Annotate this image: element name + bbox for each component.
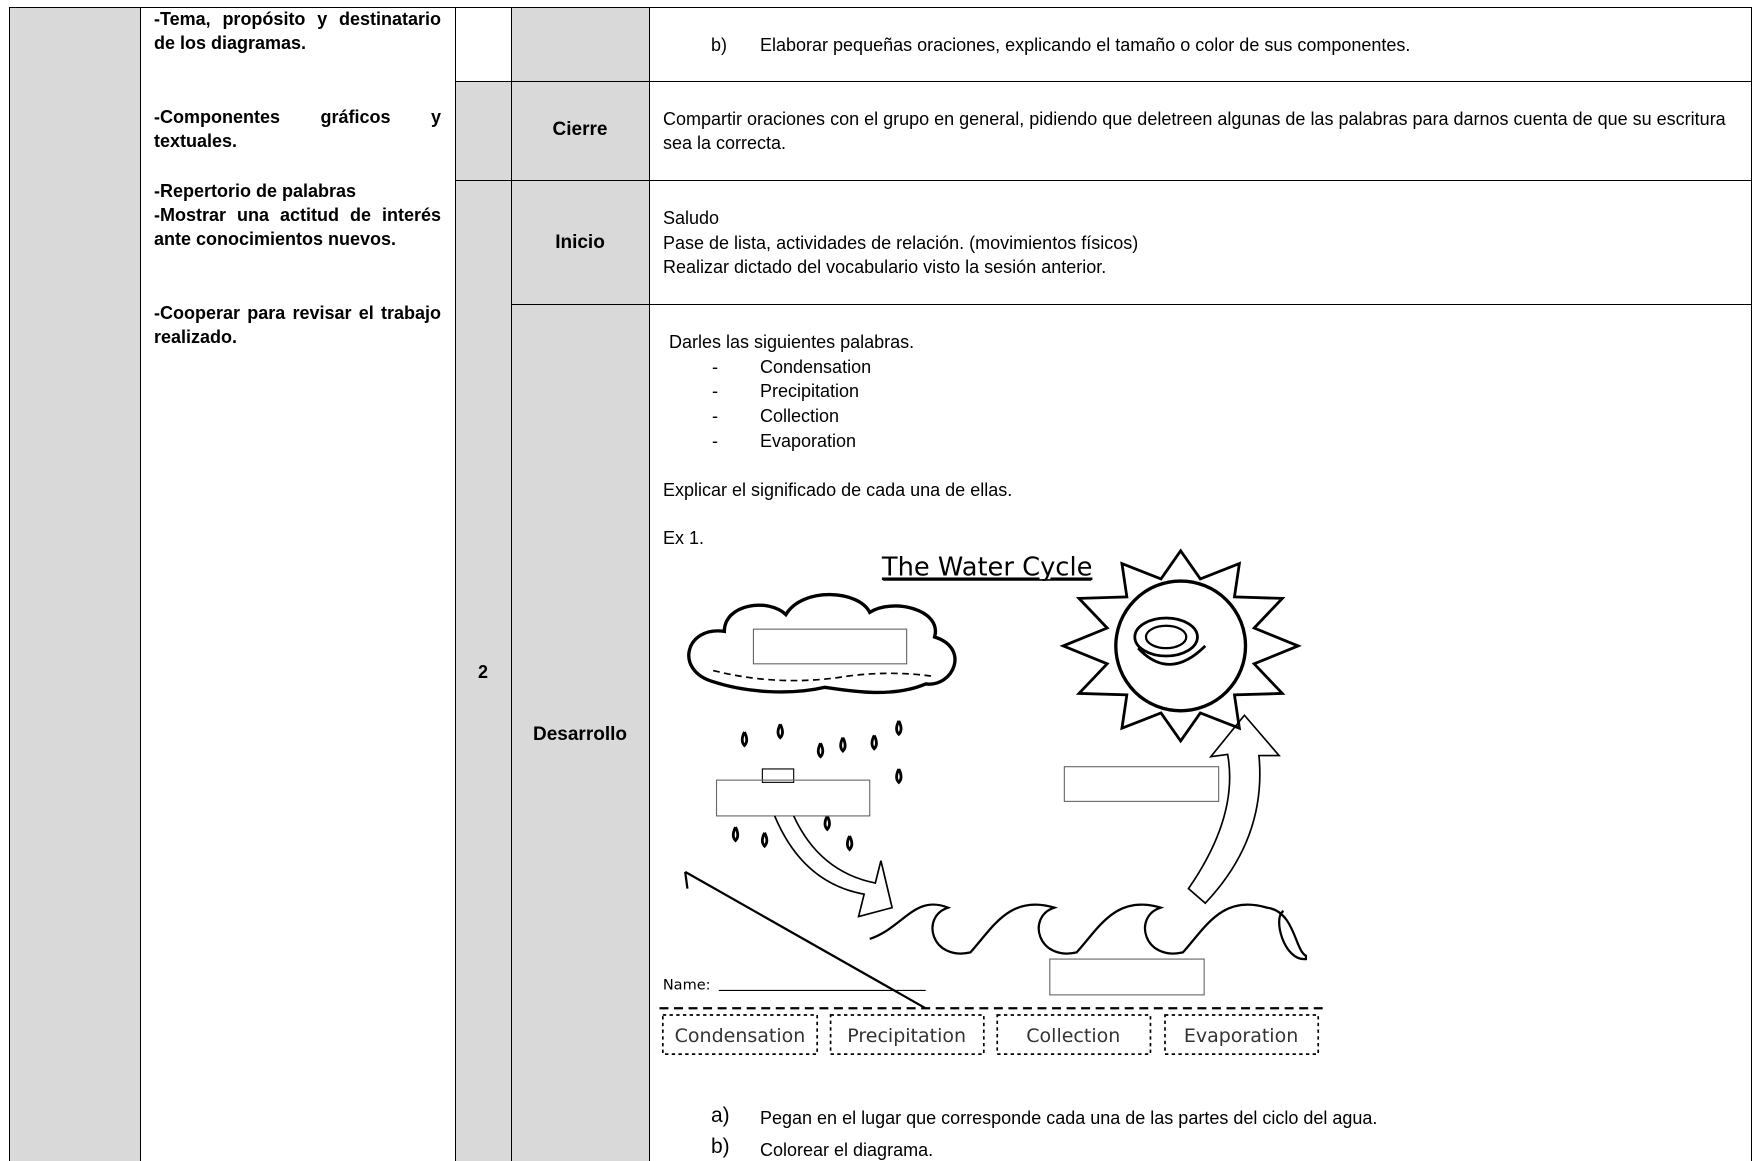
vocabulary-word: Collection bbox=[760, 406, 840, 426]
water-cycle-diagram: The Water Cycle bbox=[659, 548, 1329, 1055]
cut-out-label: Evaporation bbox=[1184, 1025, 1298, 1047]
activity-text: Elaborar pequeñas oraciones, explicando … bbox=[760, 35, 1411, 55]
activity-text: Darles las siguientes palabras. bbox=[669, 332, 915, 352]
stage-label: Inicio bbox=[555, 232, 605, 253]
list-marker: b) bbox=[711, 35, 728, 55]
objective: -Mostrar una actitud de interés ante con… bbox=[154, 205, 441, 249]
border bbox=[455, 81, 1752, 82]
objective: -Tema, propósito y destinatario de los d… bbox=[154, 9, 441, 53]
list-marker: a) bbox=[711, 1104, 730, 1127]
activity-text: Pase de lista, actividades de relación. … bbox=[663, 233, 1139, 253]
stage-label: Cierre bbox=[552, 119, 608, 140]
session-number: 2 bbox=[477, 662, 488, 682]
cut-out-label: Collection bbox=[1026, 1025, 1120, 1047]
border bbox=[9, 7, 10, 1161]
border bbox=[511, 7, 512, 1161]
activity-text: Compartir oraciones con el grupo en gene… bbox=[663, 109, 1726, 153]
activity-text: Ex 1. bbox=[663, 528, 705, 548]
activity-text: Realizar dictado del vocabulario visto l… bbox=[663, 257, 1107, 277]
vocabulary-word: Precipitation bbox=[760, 381, 860, 401]
objective: -Componentes gráficos y textuales. bbox=[154, 107, 441, 151]
bullet: - bbox=[712, 357, 718, 377]
border bbox=[1751, 7, 1752, 1161]
sun-rays bbox=[1059, 548, 1302, 744]
gray-column bbox=[455, 81, 511, 1161]
border bbox=[511, 304, 1752, 305]
bullet: - bbox=[712, 431, 718, 451]
border bbox=[649, 7, 650, 1161]
name-label: Name: bbox=[663, 977, 711, 993]
bullet: - bbox=[712, 406, 718, 426]
cut-out-label: Condensation bbox=[675, 1025, 806, 1047]
border bbox=[140, 7, 141, 1161]
activity-text: Saludo bbox=[663, 208, 720, 228]
vocabulary-word: Condensation bbox=[760, 357, 872, 377]
gray-column bbox=[511, 7, 649, 1161]
diagram-title: The Water Cycle bbox=[881, 552, 1093, 582]
activity-text: Pegan en el lugar que corresponde cada u… bbox=[760, 1108, 1378, 1128]
activity-text: Explicar el significado de cada una de e… bbox=[663, 480, 1013, 500]
border bbox=[455, 180, 1752, 181]
list-marker: b) bbox=[711, 1135, 730, 1158]
objective: -Repertorio de palabras bbox=[154, 181, 357, 201]
vocabulary-word: Evaporation bbox=[760, 431, 857, 451]
gray-column bbox=[9, 7, 140, 1161]
stage-label: Desarrollo bbox=[533, 724, 627, 745]
objective: -Cooperar para revisar el trabajo realiz… bbox=[154, 303, 441, 347]
border bbox=[455, 7, 456, 1161]
cut-out-label: Precipitation bbox=[847, 1025, 966, 1047]
bullet: - bbox=[712, 381, 718, 401]
border bbox=[9, 7, 1752, 8]
activity-text: Colorear el diagrama. bbox=[760, 1140, 934, 1160]
diagram-art: The Water Cycle bbox=[659, 548, 1329, 1055]
